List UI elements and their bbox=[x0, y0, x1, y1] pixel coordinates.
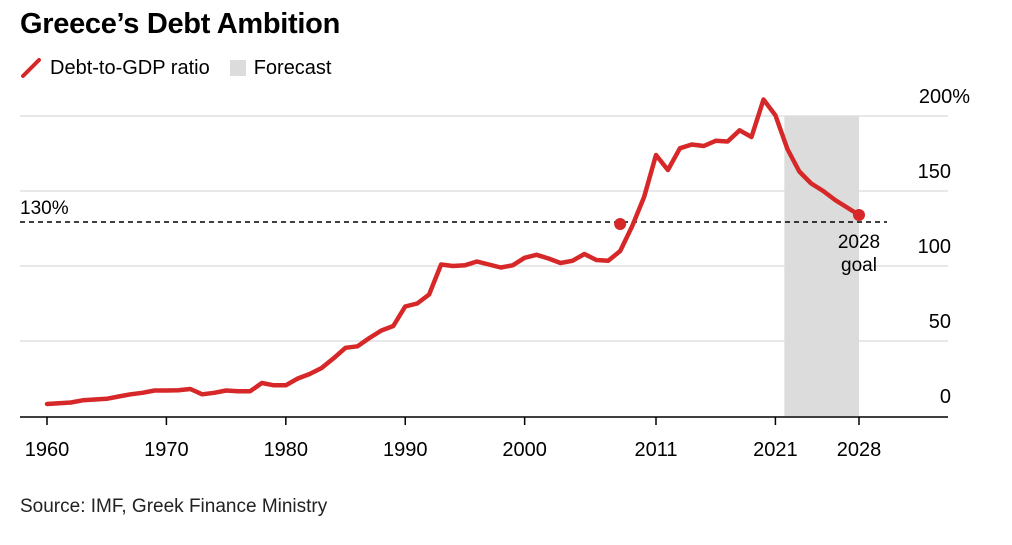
x-tick-label-2000: 2000 bbox=[502, 439, 547, 461]
annotation-2028: 2028 bbox=[838, 232, 880, 253]
legend-line-mark bbox=[21, 58, 41, 78]
x-ticks: 1960 1970 1980 1990 2000 2011 2021 2028 bbox=[25, 417, 882, 461]
debt-to-gdp-line bbox=[44, 97, 862, 407]
reference-line-label: 130% bbox=[20, 198, 69, 219]
legend-line-swatch bbox=[21, 58, 41, 78]
y-tick-label-50: 50 bbox=[929, 311, 951, 333]
x-tick-label-2021: 2021 bbox=[753, 439, 798, 461]
highlight-points bbox=[614, 209, 865, 230]
legend-forecast-swatch bbox=[229, 60, 246, 76]
x-tick-label-1970: 1970 bbox=[144, 439, 189, 461]
x-tick-label-1990: 1990 bbox=[383, 439, 428, 461]
y-tick-label-100: 100 bbox=[918, 236, 951, 258]
y-tick-label-150: 150 bbox=[918, 161, 951, 183]
highlight-point-2028 bbox=[853, 209, 865, 221]
x-tick-label-1960: 1960 bbox=[25, 439, 70, 461]
source-note: Source: IMF, Greek Finance Ministry bbox=[20, 496, 328, 517]
legend-series-label: Debt-to-GDP ratio bbox=[50, 57, 210, 79]
annotation-goal: goal bbox=[841, 255, 877, 276]
x-tick-label-2011: 2011 bbox=[634, 439, 677, 461]
legend-forecast-label: Forecast bbox=[253, 57, 332, 79]
highlight-point-2008 bbox=[614, 218, 627, 230]
x-tick-label-2028: 2028 bbox=[837, 439, 882, 461]
y-tick-labels: 200% 150 100 50 0 bbox=[918, 86, 971, 408]
legend: Debt-to-GDP ratio Forecast bbox=[20, 56, 332, 80]
y-tick-label-0: 0 bbox=[940, 386, 951, 408]
x-tick-label-1980: 1980 bbox=[264, 439, 309, 461]
chart-title: Greece’s Debt Ambition bbox=[20, 8, 340, 40]
y-tick-label-200: 200% bbox=[919, 86, 970, 108]
